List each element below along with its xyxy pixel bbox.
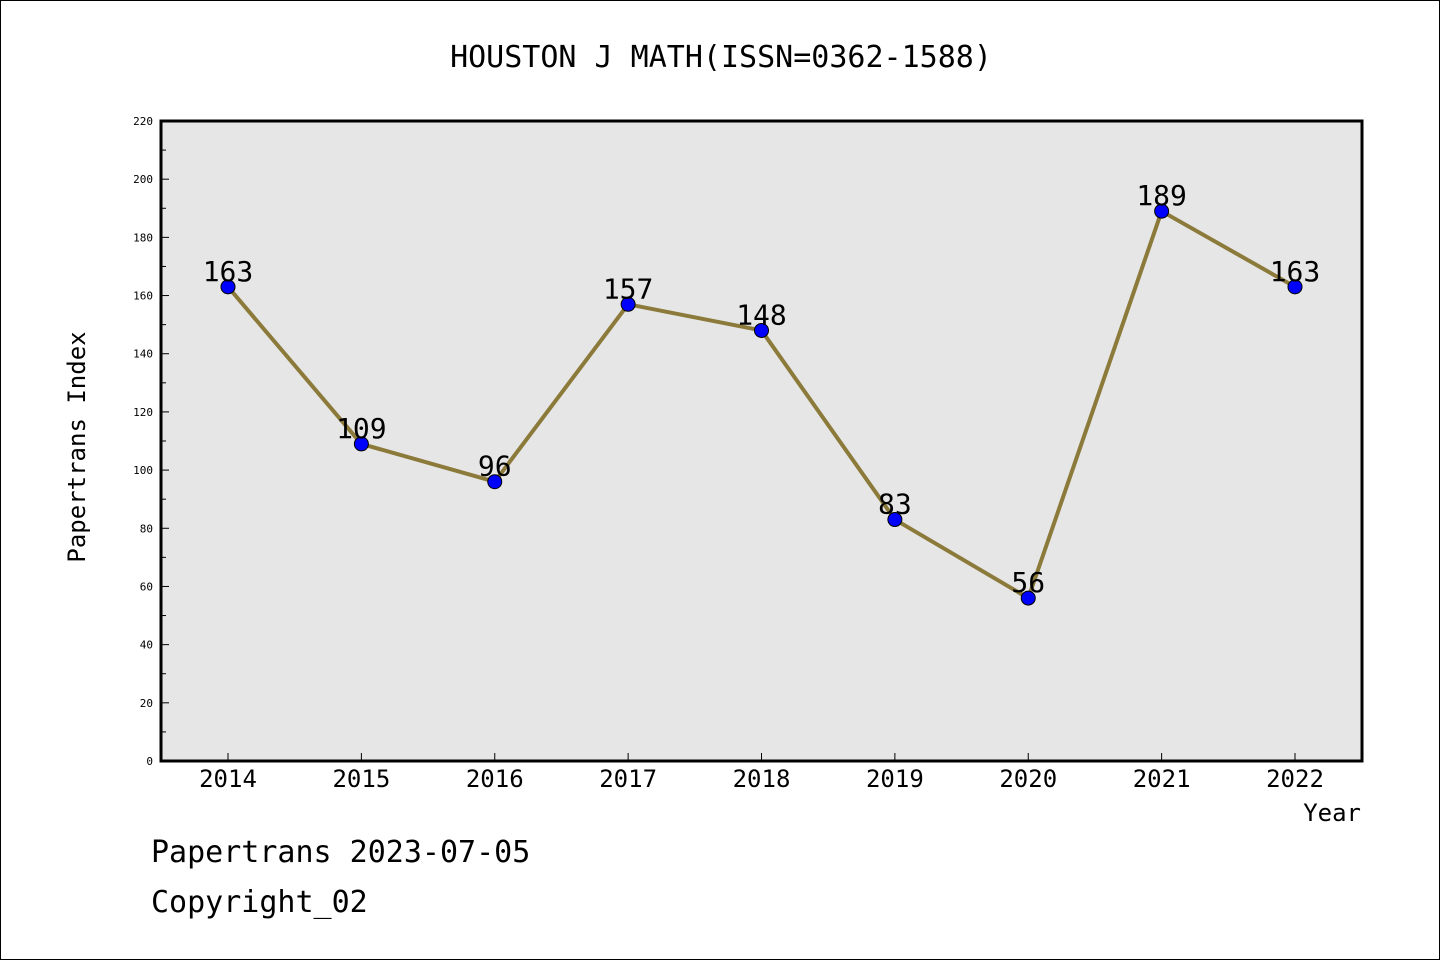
x-tick-label: 2021 (1133, 765, 1191, 793)
y-tick-label: 40 (140, 639, 153, 652)
x-tick-label: 2017 (599, 765, 657, 793)
y-tick-label: 60 (140, 580, 153, 593)
y-tick-label: 20 (140, 697, 153, 710)
data-label: 163 (1270, 255, 1321, 288)
data-point (220, 279, 236, 295)
x-tick-label: 2016 (466, 765, 524, 793)
y-tick-label: 180 (133, 231, 153, 244)
x-tick-label: 2020 (999, 765, 1057, 793)
data-label: 157 (603, 272, 654, 305)
x-axis-label: Year (1303, 799, 1361, 827)
x-tick-label: 2015 (332, 765, 390, 793)
data-point (487, 474, 503, 490)
y-tick-label: 100 (133, 464, 153, 477)
data-point (754, 322, 769, 338)
y-tick-label: 140 (133, 348, 153, 361)
x-axis: 2014 2015 2016 2017 2018 2019 2020 2021 2022 (199, 753, 1324, 793)
data-label: 189 (1136, 179, 1187, 212)
y-tick-label: 120 (133, 406, 153, 419)
data-label: 148 (736, 298, 787, 331)
x-tick-label: 2022 (1266, 765, 1324, 793)
y-tick-label: 220 (133, 115, 153, 128)
y-tick-label: 160 (133, 290, 153, 303)
data-label: 83 (878, 488, 912, 521)
y-axis-label: Papertrans Index (63, 331, 91, 562)
y-axis: 0 20 40 60 80 100 120 140 160 180 200 220 (133, 115, 169, 768)
data-point (1020, 590, 1036, 606)
data-point (887, 512, 903, 528)
y-tick-label: 200 (133, 173, 153, 186)
data-label: 56 (1011, 566, 1045, 599)
footer-copyright: Copyright_02 (151, 885, 368, 920)
data-label: 96 (478, 450, 512, 483)
series-line-group: 163 109 96 157 148 83 56 189 163 (203, 179, 1321, 606)
x-tick-label: 2019 (866, 765, 924, 793)
data-label: 163 (203, 255, 254, 288)
x-tick-label: 2014 (199, 765, 257, 793)
y-tick-label: 0 (146, 755, 153, 768)
y-tick-label: 80 (140, 522, 153, 535)
data-point (1154, 203, 1170, 219)
data-point (620, 296, 636, 312)
x-tick-label: 2018 (733, 765, 791, 793)
data-point (353, 436, 369, 452)
footer-date: Papertrans 2023-07-05 (151, 835, 531, 870)
data-label: 109 (336, 412, 387, 445)
data-point (1287, 279, 1303, 295)
chart-title: HOUSTON J MATH(ISSN=0362-1588) (450, 40, 992, 75)
